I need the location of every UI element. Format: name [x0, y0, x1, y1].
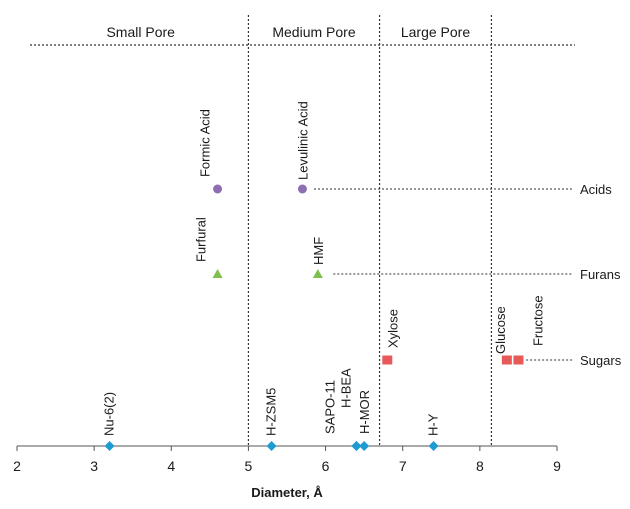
zeolite-label: H-MOR [357, 390, 372, 434]
x-tick-label: 6 [322, 458, 330, 474]
zeolite-label: H-BEA [338, 368, 353, 408]
molecule-label: Levulinic Acid [295, 101, 310, 180]
category-label: Acids [580, 182, 612, 197]
zeolite-label: SAPO-11 [322, 380, 337, 434]
zeolite-marker [351, 441, 362, 451]
x-tick-label: 2 [13, 458, 21, 474]
molecule-marker [501, 355, 512, 365]
molecule-label: Glucose [493, 306, 508, 354]
zeolite-label: H-ZSM5 [264, 388, 279, 436]
data-marks: Formic Acid Levulinic Acid Furfural HMF Xylo… [102, 101, 545, 451]
molecule-label: Furfural [194, 217, 209, 262]
x-axis: 2 3 4 5 6 7 8 9 [13, 445, 561, 474]
region-label: Large Pore [401, 24, 470, 40]
molecule-label: HMF [311, 237, 326, 265]
zeolite-marker [104, 441, 115, 451]
x-tick-label: 7 [399, 458, 407, 474]
x-axis-title: Diameter, Å [251, 485, 323, 500]
x-tick-label: 4 [167, 458, 175, 474]
category-label: Furans [580, 267, 621, 282]
x-tick-label: 3 [90, 458, 98, 474]
molecule-marker [212, 269, 223, 278]
molecule-marker [297, 184, 307, 194]
molecule-marker [213, 184, 223, 194]
molecule-marker [382, 355, 393, 365]
x-tick-label: 5 [245, 458, 253, 474]
molecule-label: Xylose [385, 309, 400, 348]
x-tick-label: 8 [476, 458, 484, 474]
molecule-marker [312, 269, 323, 278]
zeolite-label: H-Y [426, 413, 441, 436]
category-rows: Acids Furans Sugars [314, 182, 622, 368]
zeolite-marker [359, 441, 370, 451]
category-label: Sugars [580, 353, 622, 368]
molecule-marker [513, 355, 524, 365]
x-tick-label: 9 [553, 458, 561, 474]
zeolite-marker [266, 441, 277, 451]
molecule-label: Fructose [530, 295, 545, 346]
molecule-label: Formic Acid [198, 109, 213, 177]
region-label: Medium Pore [272, 24, 355, 40]
zeolite-label: Nu-6(2) [102, 392, 117, 436]
zeolite-marker [428, 441, 439, 451]
pore-regions: Small Pore Medium Pore Large Pore [30, 15, 575, 446]
region-label: Small Pore [106, 24, 175, 40]
